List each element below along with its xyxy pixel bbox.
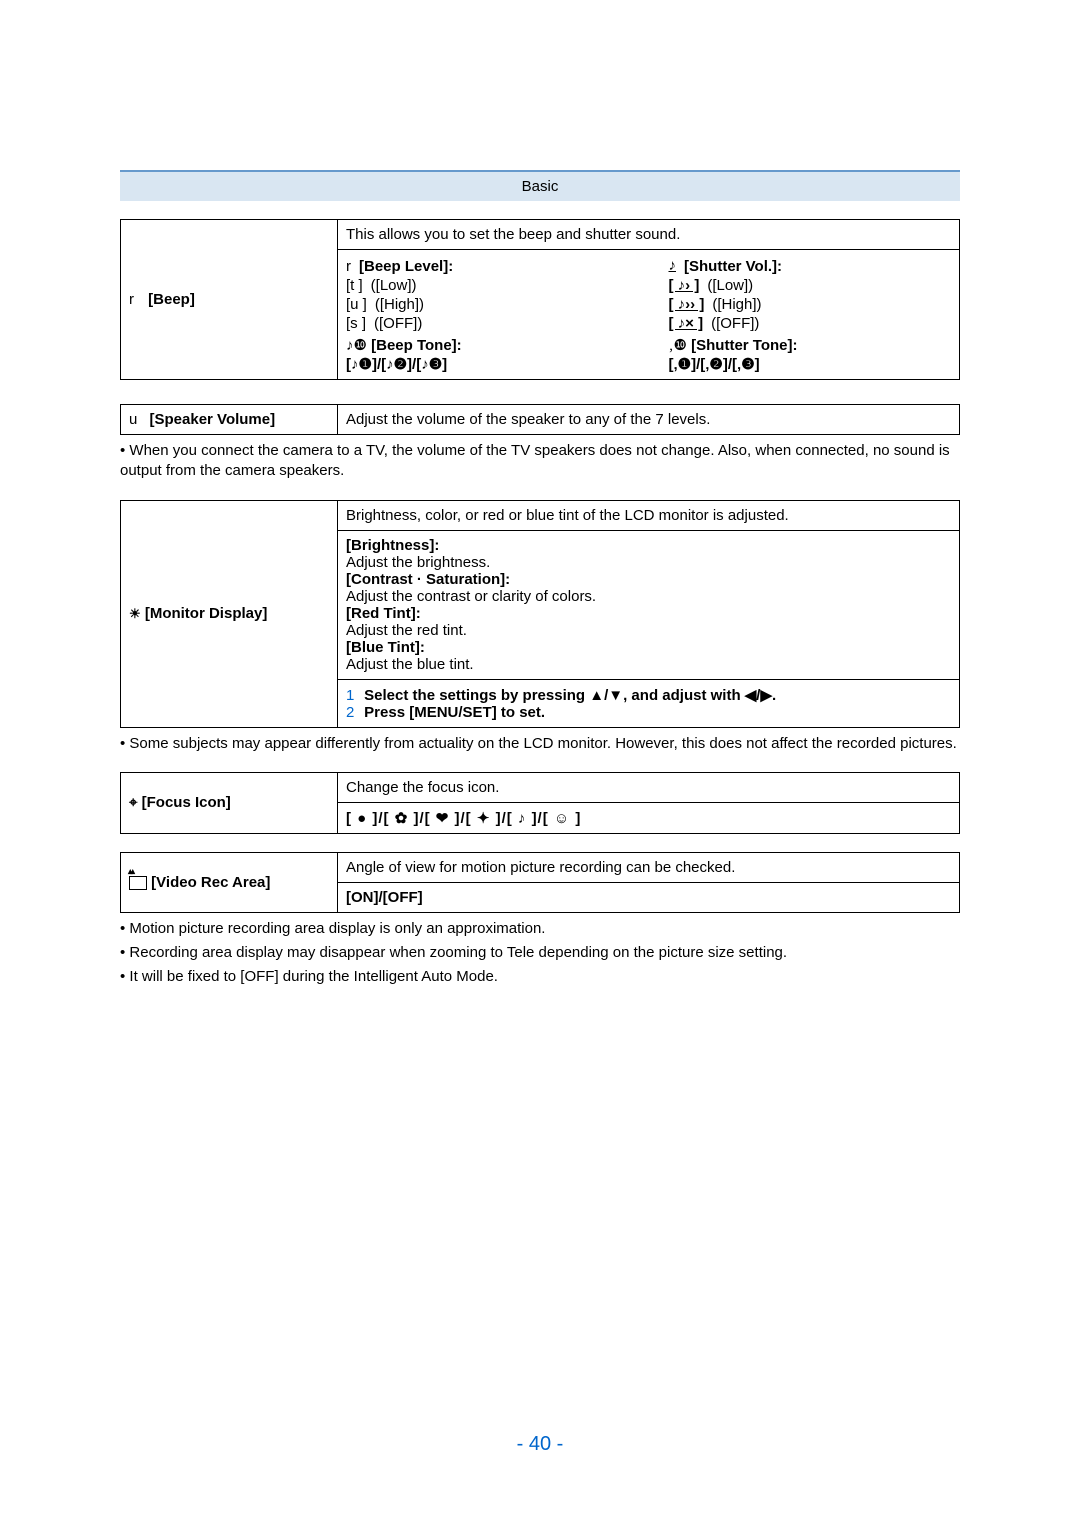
beep-opt-bracket: [s ] [346, 315, 366, 332]
video-opts: [ON]/[OFF] [338, 882, 960, 912]
shutter-opt-text: ([Low]) [707, 277, 753, 294]
sun-icon [129, 605, 141, 622]
shutter-opt-text: ([High]) [712, 296, 761, 313]
beep-opt-bracket: [u ] [346, 296, 367, 313]
beep-level-col: r [Beep Level]: [t ] ([Low]) [u ] ([High… [346, 256, 629, 373]
blue-desc: Adjust the blue tint. [346, 656, 951, 673]
focus-table: [Focus Icon] Change the focus icon. [ ● … [120, 772, 960, 834]
speaker-desc: Adjust the volume of the speaker to any … [338, 405, 960, 435]
step2-text: Press [MENU/SET] to set. [364, 704, 545, 721]
video-desc: Angle of view for motion picture recordi… [338, 852, 960, 882]
shutter-tone-opts: [‚❶]/[‚❷]/[‚❸] [669, 356, 760, 373]
focus-label: [Focus Icon] [142, 794, 231, 811]
shutter-opt-text: ([OFF]) [711, 315, 759, 332]
focus-opts: [ ● ]/[ ✿ ]/[ ❤ ]/[ ✦ ]/[ ♪ ]/[ ☺ ] [338, 802, 960, 833]
speaker-table: u [Speaker Volume] Adjust the volume of … [120, 404, 960, 435]
beep-tone-title: [Beep Tone]: [371, 337, 462, 354]
beep-level-marker: r [346, 258, 351, 275]
section-title: Basic [522, 178, 559, 195]
brightness-head: [Brightness]: [346, 537, 951, 554]
red-desc: Adjust the red tint. [346, 622, 951, 639]
target-icon [129, 794, 137, 811]
beep-opt-text: ([Low]) [371, 277, 417, 294]
shutter-vol-title: [Shutter Vol.]: [684, 258, 782, 275]
rec-area-icon [129, 876, 147, 890]
beep-table: r [Beep] This allows you to set the beep… [120, 219, 960, 380]
beep-tone-opts: [♪❶]/[♪❷]/[♪❸] [346, 356, 447, 373]
step-number: 1 [346, 687, 360, 704]
beep-opt-text: ([OFF]) [374, 315, 422, 332]
speaker-marker: u [129, 411, 137, 428]
video-note-1: Motion picture recording area display is… [120, 919, 960, 939]
beep-label: [Beep] [148, 291, 195, 308]
beep-opt-bracket: [t ] [346, 277, 363, 294]
brightness-desc: Adjust the brightness. [346, 554, 951, 571]
beep-tone-icon: ♪❿ [346, 338, 367, 354]
speaker-note: When you connect the camera to a TV, the… [120, 441, 960, 482]
shutter-opt-icon: [ ♪× ] [669, 315, 704, 332]
section-header: Basic [120, 170, 960, 201]
contrast-desc: Adjust the contrast or clarity of colors… [346, 588, 951, 605]
monitor-table: [Monitor Display] Brightness, color, or … [120, 500, 960, 728]
shutter-tone-title: [Shutter Tone]: [691, 337, 797, 354]
monitor-label: [Monitor Display] [145, 605, 268, 622]
beep-marker: r [129, 291, 134, 308]
beep-opt-text: ([High]) [375, 296, 424, 313]
shutter-vol-icon: ♪ [669, 258, 677, 275]
video-note-2: Recording area display may disappear whe… [120, 943, 960, 963]
monitor-intro: Brightness, color, or red or blue tint o… [338, 500, 960, 530]
contrast-head: [Contrast · Saturation]: [346, 571, 951, 588]
video-label: [Video Rec Area] [151, 874, 270, 891]
speaker-label: [Speaker Volume] [150, 411, 276, 428]
step1-text: Select the settings by pressing ▲/▼, and… [364, 687, 776, 704]
monitor-note: Some subjects may appear differently fro… [120, 734, 960, 754]
shutter-tone-icon: ‚❿ [669, 338, 687, 354]
page-number: - 40 - [0, 1433, 1080, 1456]
red-head: [Red Tint]: [346, 605, 951, 622]
beep-intro: This allows you to set the beep and shut… [338, 220, 960, 250]
shutter-col: ♪ [Shutter Vol.]: [ ♪› ] ([Low]) [ ♪›› ]… [669, 256, 952, 373]
focus-desc: Change the focus icon. [338, 772, 960, 802]
shutter-opt-icon: [ ♪› ] [669, 277, 700, 294]
blue-head: [Blue Tint]: [346, 639, 951, 656]
beep-level-title: [Beep Level]: [359, 258, 453, 275]
video-table: [Video Rec Area] Angle of view for motio… [120, 852, 960, 913]
video-note-3: It will be fixed to [OFF] during the Int… [120, 967, 960, 987]
shutter-opt-icon: [ ♪›› ] [669, 296, 705, 313]
step-number: 2 [346, 704, 360, 721]
